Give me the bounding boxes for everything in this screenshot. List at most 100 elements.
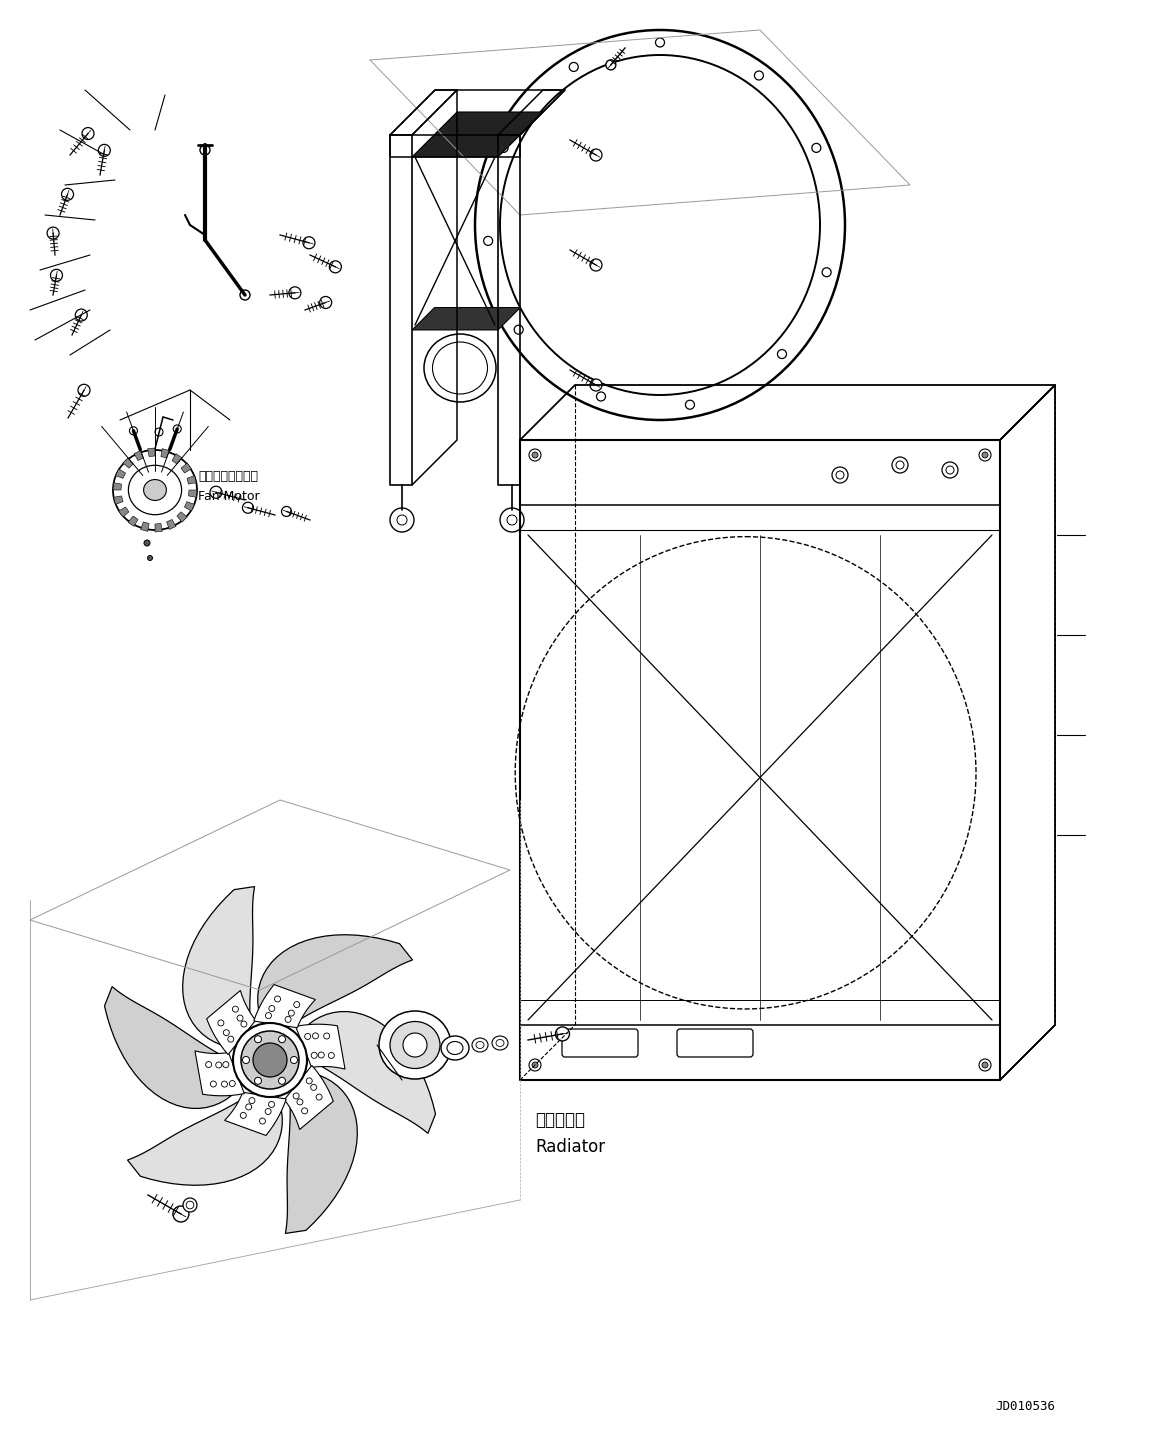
Circle shape (211, 1081, 216, 1087)
Circle shape (892, 457, 908, 473)
Circle shape (822, 267, 832, 277)
Circle shape (942, 462, 958, 478)
Polygon shape (134, 451, 143, 461)
Circle shape (50, 269, 63, 282)
Circle shape (278, 1036, 285, 1043)
Circle shape (656, 38, 664, 48)
Polygon shape (224, 1092, 286, 1136)
Polygon shape (254, 984, 315, 1027)
Ellipse shape (128, 465, 181, 514)
Circle shape (390, 509, 414, 532)
Polygon shape (185, 501, 194, 512)
Circle shape (47, 227, 59, 238)
Polygon shape (195, 1051, 244, 1095)
Circle shape (294, 1001, 300, 1007)
Circle shape (297, 1098, 304, 1105)
Circle shape (323, 1033, 329, 1039)
Polygon shape (258, 935, 413, 1032)
Circle shape (514, 325, 523, 334)
Polygon shape (285, 1071, 357, 1234)
Circle shape (144, 540, 150, 546)
Circle shape (328, 1052, 334, 1058)
Circle shape (245, 1104, 251, 1110)
Circle shape (255, 1078, 262, 1084)
Ellipse shape (379, 1011, 451, 1079)
Circle shape (155, 428, 163, 436)
Circle shape (274, 996, 280, 1001)
Circle shape (590, 379, 602, 392)
Circle shape (569, 62, 578, 71)
Circle shape (812, 143, 821, 152)
Ellipse shape (472, 1038, 488, 1052)
Circle shape (249, 1098, 255, 1104)
Circle shape (293, 1092, 299, 1100)
Polygon shape (187, 475, 197, 484)
Circle shape (129, 426, 137, 435)
Circle shape (982, 452, 989, 458)
Polygon shape (115, 470, 126, 478)
Polygon shape (284, 1065, 334, 1130)
Circle shape (311, 1084, 316, 1091)
Circle shape (265, 1013, 271, 1019)
Circle shape (242, 503, 254, 513)
Circle shape (221, 1081, 228, 1087)
Circle shape (229, 1081, 235, 1087)
Circle shape (215, 1062, 222, 1068)
Polygon shape (113, 483, 121, 490)
Circle shape (500, 509, 525, 532)
Circle shape (241, 1030, 299, 1090)
Ellipse shape (143, 480, 166, 500)
Text: Fan Motor: Fan Motor (198, 490, 259, 503)
Ellipse shape (390, 1022, 440, 1068)
Polygon shape (114, 496, 123, 504)
Polygon shape (160, 448, 170, 458)
Circle shape (265, 1108, 271, 1114)
Polygon shape (123, 458, 133, 468)
Circle shape (233, 1006, 238, 1011)
Polygon shape (293, 1011, 435, 1133)
Circle shape (269, 1101, 274, 1107)
Circle shape (148, 555, 152, 561)
Circle shape (173, 425, 181, 434)
Circle shape (306, 1078, 312, 1084)
Polygon shape (177, 512, 187, 522)
Circle shape (173, 1207, 188, 1222)
Circle shape (778, 350, 786, 358)
Circle shape (313, 1033, 319, 1039)
Circle shape (269, 1006, 274, 1011)
Circle shape (281, 506, 292, 516)
Circle shape (499, 143, 508, 152)
Circle shape (99, 144, 110, 156)
Circle shape (316, 1094, 322, 1100)
Circle shape (206, 1062, 212, 1068)
Ellipse shape (424, 334, 495, 402)
Polygon shape (105, 987, 247, 1108)
Polygon shape (412, 113, 543, 158)
Circle shape (241, 1022, 247, 1027)
Text: Radiator: Radiator (535, 1139, 605, 1156)
Circle shape (312, 1052, 317, 1058)
Circle shape (288, 286, 301, 299)
Ellipse shape (492, 1036, 508, 1051)
Circle shape (243, 1056, 250, 1064)
Polygon shape (148, 448, 155, 457)
Polygon shape (128, 516, 138, 526)
Circle shape (556, 1027, 570, 1040)
Polygon shape (155, 523, 163, 532)
Circle shape (319, 1052, 324, 1058)
Circle shape (217, 1020, 224, 1026)
Polygon shape (183, 887, 255, 1049)
Circle shape (254, 1043, 287, 1077)
Circle shape (278, 1078, 285, 1084)
Circle shape (329, 262, 342, 273)
Polygon shape (412, 308, 521, 329)
Circle shape (200, 144, 211, 155)
Circle shape (228, 1036, 234, 1042)
Polygon shape (172, 454, 181, 464)
Circle shape (237, 1014, 243, 1022)
Circle shape (982, 1062, 989, 1068)
Polygon shape (188, 490, 197, 497)
Circle shape (832, 467, 848, 483)
Circle shape (78, 384, 90, 396)
Circle shape (404, 1033, 427, 1056)
